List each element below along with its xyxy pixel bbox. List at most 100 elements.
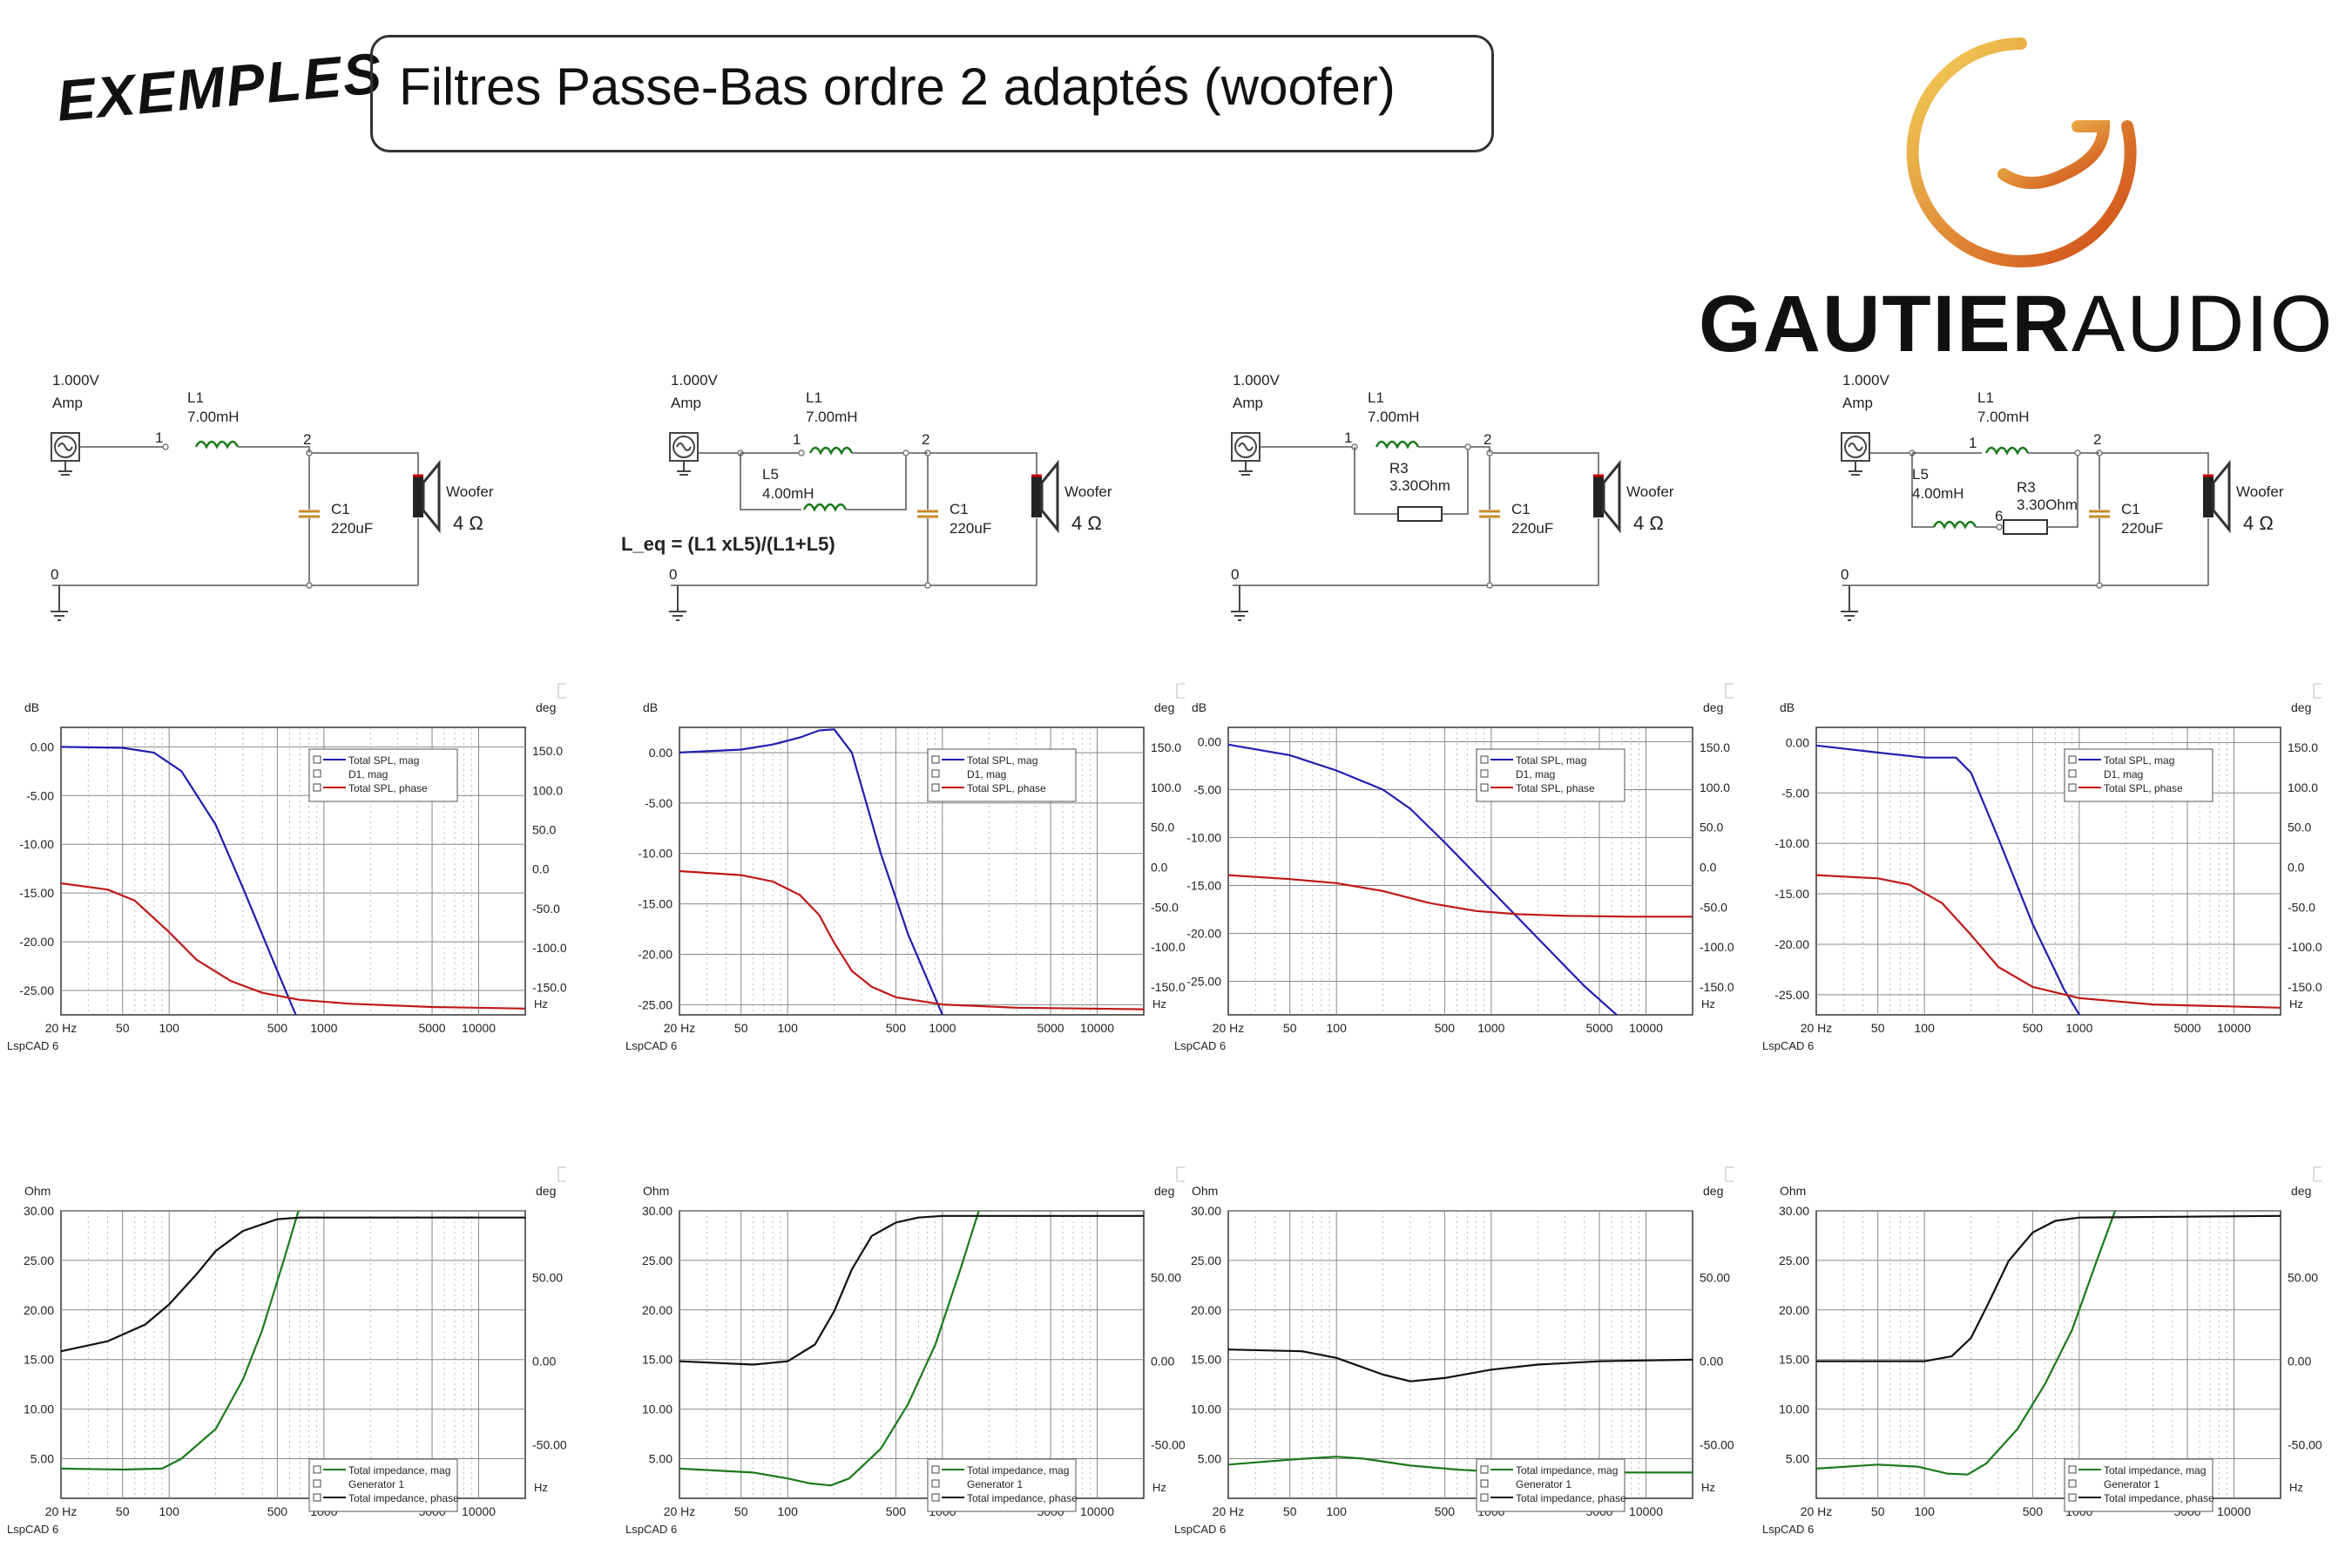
y-tick-label: -20.00 — [1774, 937, 1809, 951]
y2-tick-label: -150.0 — [1700, 980, 1734, 994]
y-tick-label: 5.00 — [1786, 1451, 1809, 1465]
x-tick-label: 1000 — [929, 1021, 956, 1035]
legend-checkbox — [1480, 783, 1489, 792]
y-tick-label: 5.00 — [30, 1451, 54, 1465]
x-tick-label: 10000 — [1080, 1021, 1114, 1035]
capacitor-c1 — [2087, 510, 2112, 518]
y-tick-label: 15.00 — [642, 1353, 672, 1367]
capacitor-c1 — [1477, 510, 1502, 518]
x-tick-label: 10000 — [462, 1504, 496, 1518]
y2-tick-label: 0.0 — [2288, 860, 2305, 874]
plot-frame — [679, 1210, 1145, 1499]
x-tick-label: 1000 — [310, 1021, 337, 1035]
x-axis-unit: Hz — [1701, 1481, 1715, 1494]
legend-checkbox — [931, 755, 940, 764]
legend-checkbox — [2068, 769, 2077, 778]
y2-axis-unit: deg — [2291, 700, 2311, 714]
x-tick-label: 10000 — [1629, 1504, 1663, 1518]
y-tick-label: -5.00 — [1193, 783, 1221, 797]
series-line-mag — [679, 1211, 980, 1487]
y2-tick-label: 50.0 — [2288, 821, 2311, 835]
amp-source-icon — [1841, 432, 1870, 476]
woofer-impedance: 4 Ω — [1633, 512, 1664, 534]
y-tick-label: 30.00 — [1779, 1204, 1809, 1218]
x-tick-label: 50 — [734, 1021, 748, 1035]
y2-tick-label: 0.0 — [532, 862, 550, 876]
y-axis-unit: dB — [643, 700, 658, 714]
y-tick-label: 20.00 — [1191, 1303, 1221, 1317]
x-tick-label: 100 — [778, 1021, 799, 1035]
lspcad-watermark: LspCAD 6 — [625, 1523, 677, 1536]
y2-tick-label: 100.0 — [1700, 781, 1730, 794]
y-axis-unit: Ohm — [643, 1184, 669, 1198]
woofer-speaker-icon — [1030, 462, 1059, 531]
inductor-l5 — [802, 503, 848, 511]
legend-entry: Total impedance, phase — [967, 1492, 1078, 1504]
chart-spl-3: 0.00 -5.00 -10.00 -15.00 -20.00 -25.00 150.0 10… — [1174, 683, 1734, 1052]
wire — [846, 453, 907, 510]
legend-checkbox — [931, 769, 940, 778]
x-tick-label: 5000 — [1037, 1021, 1064, 1035]
y-tick-label: -20.00 — [19, 935, 54, 949]
legend-entry: D1, mag — [967, 768, 1006, 781]
legend-box — [927, 748, 1077, 802]
x-tick-label: 10000 — [2217, 1504, 2251, 1518]
ground-icon — [1840, 585, 1859, 621]
y-tick-label: -5.00 — [26, 788, 54, 802]
y2-tick-label: -100.0 — [1700, 940, 1734, 954]
chart-checkbox — [2313, 683, 2322, 699]
x-axis-unit: Hz — [2289, 997, 2303, 1010]
l5-name: L5 — [1912, 466, 1929, 483]
page-title: Filtres Passe-Bas ordre 2 adaptés (woofe… — [399, 57, 1396, 116]
y-tick-label: 25.00 — [1779, 1254, 1809, 1267]
capacitor-c1 — [916, 510, 940, 518]
y2-tick-label: 150.0 — [1700, 740, 1730, 754]
y-tick-label: -15.00 — [19, 886, 54, 900]
capacitor-c1 — [297, 510, 321, 518]
l1-value: 7.00mH — [1977, 409, 2030, 425]
c1-name: C1 — [2121, 501, 2140, 517]
y2-axis-unit: deg — [1703, 1184, 1723, 1198]
x-tick-label: 500 — [1435, 1504, 1456, 1518]
l5-name: L5 — [762, 466, 779, 483]
c1-value: 220uF — [2121, 520, 2163, 537]
x-tick-label: 50 — [1871, 1504, 1885, 1518]
x-tick-label: 10000 — [1629, 1021, 1663, 1035]
x-tick-label: 5000 — [1585, 1021, 1612, 1035]
wire — [1354, 447, 1398, 515]
y2-axis-unit: deg — [2291, 1184, 2311, 1198]
chart-imp-1: 30.00 25.00 20.00 15.00 10.00 5.00 50.00 0.00 -5… — [7, 1166, 566, 1536]
y-axis-unit: dB — [24, 700, 39, 714]
legend-entry: Total impedance, phase — [1516, 1492, 1626, 1504]
legend-entry: Total SPL, phase — [1516, 782, 1595, 794]
legend-entry: Total impedance, mag — [967, 1464, 1069, 1477]
legend-entry: D1, mag — [348, 768, 388, 781]
woofer-speaker-icon — [411, 462, 441, 531]
legend-box — [2064, 748, 2213, 802]
x-axis-unit: Hz — [534, 1481, 548, 1494]
inductor-l1 — [194, 440, 240, 449]
x-tick-label: 20 Hz — [1801, 1504, 1833, 1518]
node — [1464, 443, 1471, 450]
series-line-phase — [679, 869, 1144, 1010]
woofer-impedance: 4 Ω — [2243, 512, 2274, 534]
node — [798, 449, 805, 456]
y-tick-label: 0.00 — [1786, 735, 1809, 749]
legend-entry: Total SPL, mag — [1516, 754, 1586, 767]
y2-tick-label: -50.00 — [1700, 1438, 1734, 1452]
chart-imp-3: 30.00 25.00 20.00 15.00 10.00 5.00 50.00 0.00 -5… — [1174, 1166, 1734, 1536]
y-tick-label: 25.00 — [1191, 1254, 1221, 1267]
y2-tick-label: 150.0 — [2288, 740, 2318, 754]
series-line-phase — [1228, 874, 1693, 918]
lspcad-watermark: LspCAD 6 — [7, 1039, 58, 1052]
legend-entry: Generator 1 — [2104, 1478, 2159, 1490]
r3-name: R3 — [2017, 479, 2036, 496]
y-tick-label: -10.00 — [638, 847, 672, 861]
r3-value: 3.30Ohm — [2017, 497, 2078, 513]
